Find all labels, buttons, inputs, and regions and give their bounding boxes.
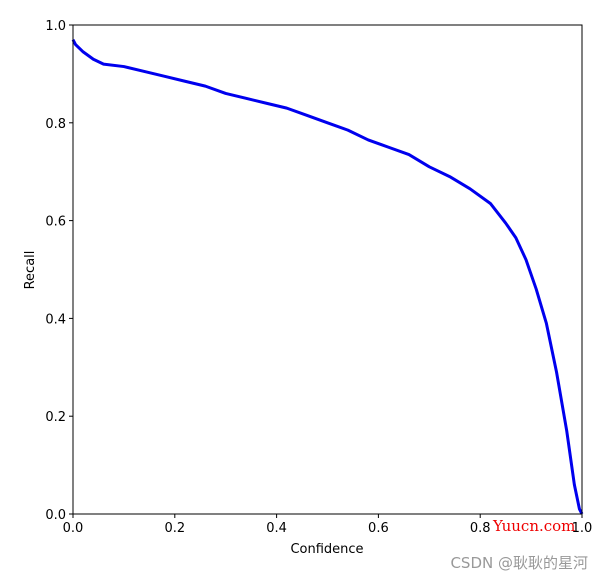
- x-tick-label: 1.0: [572, 521, 593, 536]
- x-tick-label: 0.8: [470, 521, 491, 536]
- plot-frame: [72, 24, 583, 515]
- x-tick-label: 0.2: [164, 521, 185, 536]
- x-tick-label: 0.4: [266, 521, 287, 536]
- y-tick-label: 0.2: [45, 410, 66, 425]
- recall-line: [71, 38, 584, 515]
- y-tick-label: 0.8: [45, 117, 66, 132]
- y-axis-label: Recall: [23, 251, 38, 290]
- y-tick-label: 0.0: [45, 508, 66, 523]
- x-tick-label: 0.0: [63, 521, 84, 536]
- watermark: CSDN @耿耿的星河: [450, 554, 588, 572]
- y-tick-label: 0.6: [45, 215, 66, 230]
- x-tick-label: 0.6: [368, 521, 389, 536]
- x-axis-label: Confidence: [290, 542, 363, 557]
- y-tick-label: 0.4: [45, 312, 66, 327]
- y-tick-label: 1.0: [45, 19, 66, 34]
- watermark: Yuucn.com: [492, 517, 575, 535]
